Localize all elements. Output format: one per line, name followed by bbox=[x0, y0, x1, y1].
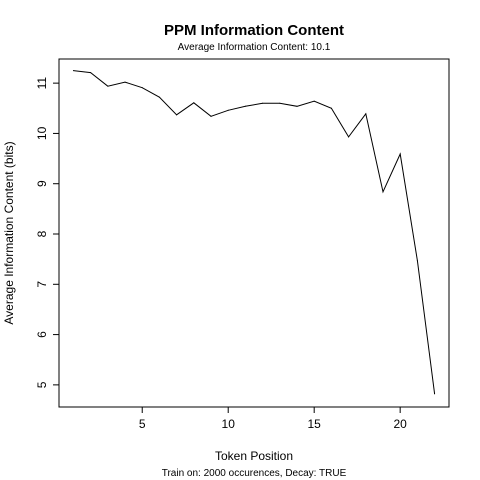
plot-area-frame bbox=[58, 58, 450, 408]
data-point bbox=[158, 96, 160, 98]
x-tick-label: 10 bbox=[222, 417, 236, 431]
y-tick-label: 5 bbox=[35, 381, 49, 388]
x-tick-label: 20 bbox=[393, 417, 407, 431]
x-axis: 5 10 15 20 bbox=[139, 407, 407, 431]
y-axis: 5 6 7 8 9 10 11 bbox=[35, 77, 59, 388]
data-point bbox=[72, 70, 74, 72]
y-axis-label: Average Information Content (bits) bbox=[2, 141, 16, 324]
chart-title: PPM Information Content bbox=[164, 22, 344, 39]
data-point bbox=[365, 113, 367, 115]
data-point bbox=[313, 100, 315, 102]
data-point bbox=[176, 114, 178, 116]
y-tick-label: 6 bbox=[35, 331, 49, 338]
data-point bbox=[244, 105, 246, 107]
y-tick-label: 10 bbox=[35, 126, 49, 140]
data-point bbox=[193, 102, 195, 104]
data-point bbox=[416, 260, 418, 262]
data-point bbox=[296, 105, 298, 107]
series-points bbox=[72, 70, 436, 395]
data-point bbox=[262, 102, 264, 104]
data-point bbox=[434, 393, 436, 395]
data-point bbox=[141, 87, 143, 89]
x-tick-label: 5 bbox=[139, 417, 146, 431]
series-line bbox=[73, 70, 436, 394]
data-point bbox=[382, 191, 384, 193]
y-tick-label: 7 bbox=[35, 281, 49, 288]
data-point bbox=[279, 102, 281, 104]
y-tick-label: 8 bbox=[35, 230, 49, 237]
data-point bbox=[124, 81, 126, 83]
x-tick-label: 15 bbox=[308, 417, 322, 431]
x-axis-label: Token Position bbox=[215, 449, 293, 463]
data-point bbox=[90, 72, 92, 74]
y-tick-label: 9 bbox=[35, 180, 49, 187]
data-point bbox=[227, 109, 229, 111]
data-point bbox=[107, 85, 109, 87]
data-point bbox=[210, 115, 212, 117]
data-point bbox=[330, 107, 332, 109]
chart-subtitle: Average Information Content: 10.1 bbox=[178, 42, 331, 53]
data-point bbox=[348, 136, 350, 138]
chart-footnote: Train on: 2000 occurences, Decay: TRUE bbox=[162, 468, 347, 479]
y-tick-label: 11 bbox=[35, 77, 49, 90]
data-point bbox=[399, 153, 401, 155]
